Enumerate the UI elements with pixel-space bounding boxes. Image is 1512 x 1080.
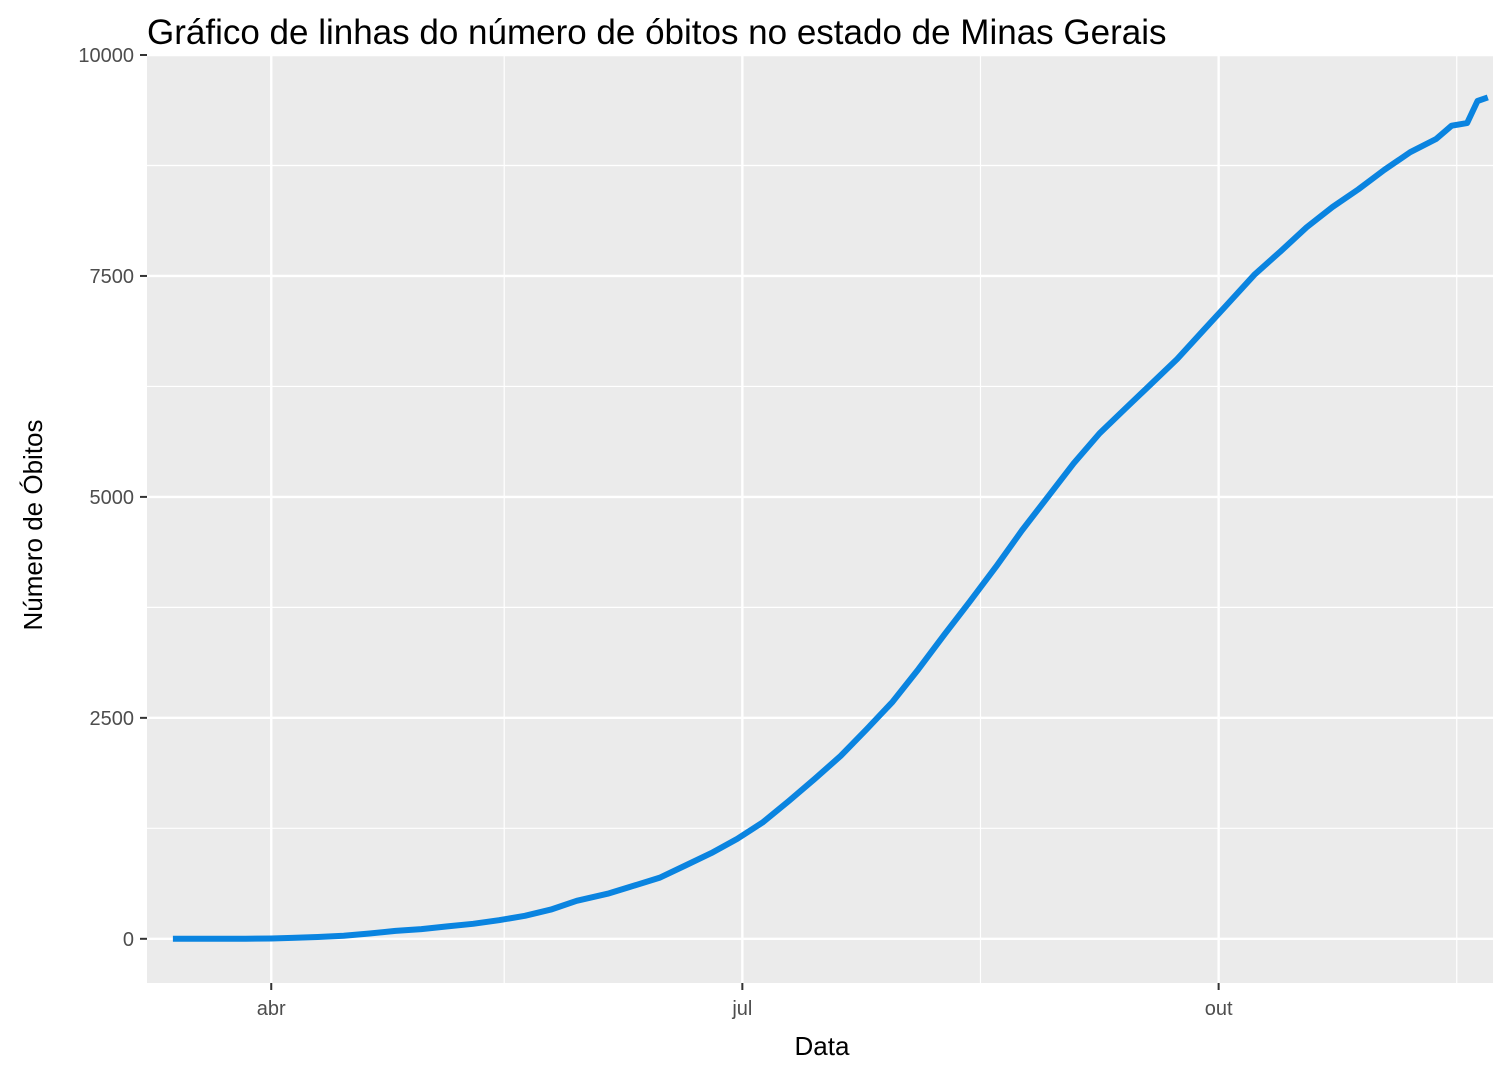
y-tick-label: 2500 — [90, 708, 135, 730]
series-line — [172, 94, 1489, 942]
x-tick-label: out — [1205, 998, 1233, 1020]
minor-gridlines — [147, 55, 1493, 983]
y-tick-label: 7500 — [90, 266, 135, 288]
series-layer — [172, 94, 1489, 942]
y-tick-label: 5000 — [90, 487, 135, 509]
x-tick-label: abr — [257, 998, 286, 1020]
x-axis: abr jul out — [257, 983, 1233, 1020]
chart-title: Gráfico de linhas do número de óbitos no… — [147, 13, 1166, 52]
major-gridlines — [147, 53, 1493, 983]
y-tick-label: 10000 — [78, 45, 134, 67]
plot-panel — [147, 55, 1493, 983]
x-tick-label: jul — [731, 998, 752, 1020]
x-axis-title: Data — [795, 1031, 850, 1061]
y-tick-label: 0 — [123, 929, 134, 951]
y-axis: 0 2500 5000 7500 10000 — [78, 45, 147, 951]
y-axis-title: Número de Óbitos — [18, 420, 48, 631]
